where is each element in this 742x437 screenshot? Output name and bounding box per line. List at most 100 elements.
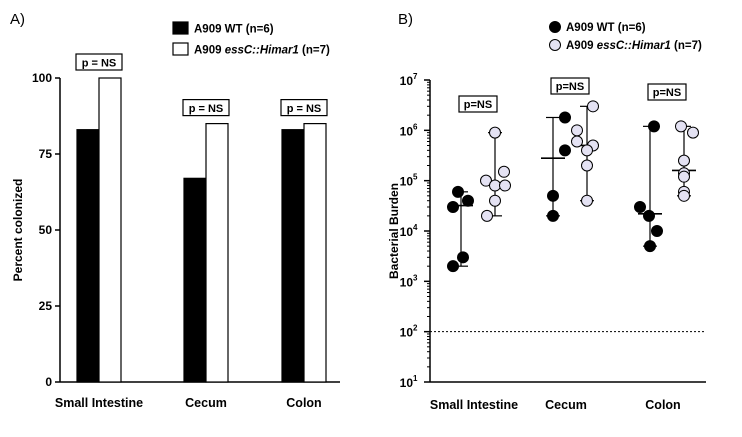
y-tick-label-b: 10 [400, 326, 414, 340]
p-value-box-b [550, 77, 590, 95]
data-point [547, 209, 559, 222]
legend-label-a-2-suffix: (n=7) [299, 45, 330, 57]
x-category-label-b: Colon [645, 398, 680, 412]
legend-label-b-2-italic: essC::Himar1 [597, 40, 671, 52]
data-point [452, 185, 464, 198]
data-point [643, 209, 655, 222]
y-tick-label-a: 25 [39, 299, 53, 313]
p-value-box-b [458, 95, 498, 113]
bar [76, 129, 100, 383]
y-tick-label-a: 100 [32, 71, 52, 85]
data-point [489, 126, 501, 139]
data-point [651, 225, 663, 237]
y-tick-label-a: 0 [45, 375, 52, 389]
y-tick-exponent: 3 [413, 273, 418, 282]
y-tick-exponent: 2 [413, 324, 418, 333]
p-value-box-a [75, 53, 123, 71]
p-value-label-b: p=NS [556, 81, 584, 93]
y-tick-base: 10 [400, 225, 414, 239]
bar [98, 77, 122, 383]
p-value-label-b: p=NS [464, 99, 492, 111]
data-point [644, 240, 656, 253]
data-point [559, 111, 571, 124]
y-tick-exponent: 1 [413, 374, 418, 383]
panel-a: A)A909 WT (n=6)A909 essC::Himar1 (n=7)0 2… [10, 11, 340, 410]
data-point [678, 189, 690, 202]
data-point [581, 159, 593, 172]
data-point [581, 194, 593, 207]
data-point [634, 200, 646, 213]
legend-label-a-1: A909 WT (n=6) [194, 24, 274, 36]
data-point [457, 251, 469, 264]
bar [281, 129, 305, 383]
legend-label-a-2-prefix: A909 [194, 45, 225, 57]
x-category-label-a: Cecum [185, 396, 227, 410]
y-tick-label-b: 10 [400, 124, 414, 138]
legend-label-a-2: A909 essC::Himar1 (n=7) [194, 45, 330, 57]
data-point [648, 120, 660, 133]
legend-label-b-2: A909 essC::Himar1 (n=7) [566, 40, 702, 52]
p-value-label-a: p = NS [189, 103, 224, 115]
y-tick-label-a: 75 [39, 147, 53, 161]
data-point [559, 144, 571, 157]
y-tick-label-b: 10 [400, 74, 414, 88]
p-value-label-b: p=NS [653, 87, 681, 99]
bar [183, 177, 207, 383]
y-tick-base: 10 [400, 175, 414, 189]
p-value-label-a: p = NS [82, 58, 117, 70]
data-point [489, 194, 501, 207]
y-tick-base: 10 [400, 124, 414, 138]
legend-marker-b-2 [549, 39, 561, 51]
data-point [587, 100, 599, 113]
data-point [678, 154, 690, 167]
x-category-label-b: Cecum [545, 398, 587, 412]
data-point [571, 135, 583, 148]
x-category-label-a: Small Intestine [55, 396, 143, 410]
y-tick-exponent: 6 [413, 122, 418, 131]
data-point [678, 170, 690, 183]
panel-a-letter: A) [10, 11, 25, 28]
data-point [480, 174, 492, 187]
data-point [447, 200, 459, 213]
data-point [581, 144, 593, 157]
data-point [447, 260, 459, 273]
y-tick-exponent: 5 [413, 173, 418, 182]
legend-label-b-1: A909 WT (n=6) [566, 22, 646, 34]
p-value-box-b [647, 83, 687, 101]
y-axis-label-b: Bacterial Burden [387, 183, 401, 279]
x-category-label-a: Colon [286, 396, 321, 410]
bar [303, 122, 327, 383]
panel-b-letter: B) [398, 11, 413, 28]
y-tick-exponent: 4 [413, 223, 418, 232]
y-tick-label-a: 50 [39, 223, 53, 237]
y-tick-exponent: 7 [413, 72, 418, 81]
legend-swatch-a-2 [172, 42, 189, 56]
data-point [481, 209, 493, 222]
data-point [489, 179, 501, 192]
y-axis-label-a: Percent colonized [11, 179, 25, 282]
data-point [462, 194, 474, 207]
data-point [547, 189, 559, 202]
y-tick-base: 10 [400, 275, 414, 289]
data-point [499, 179, 511, 192]
y-tick-base: 10 [400, 376, 414, 390]
p-value-label-a: p = NS [287, 103, 322, 115]
x-category-label-b: Small Intestine [430, 398, 518, 412]
y-tick-label-b: 10 [400, 275, 414, 289]
data-point [675, 120, 687, 133]
y-tick-base: 10 [400, 326, 414, 340]
y-tick-label-b: 10 [400, 376, 414, 390]
legend-swatch-a-1 [172, 21, 189, 35]
data-point [498, 165, 510, 178]
legend-label-b-2-suffix: (n=7) [671, 40, 702, 52]
p-value-box-a [182, 98, 230, 117]
y-tick-base: 10 [400, 74, 414, 88]
legend-marker-b-1 [549, 21, 561, 33]
legend-label-a-2-italic: essC::Himar1 [225, 45, 299, 57]
y-tick-label-b: 10 [400, 225, 414, 239]
y-tick-label-b: 10 [400, 175, 414, 189]
legend-label-b-2-prefix: A909 [566, 40, 597, 52]
bar [205, 122, 229, 383]
data-point [571, 124, 583, 137]
